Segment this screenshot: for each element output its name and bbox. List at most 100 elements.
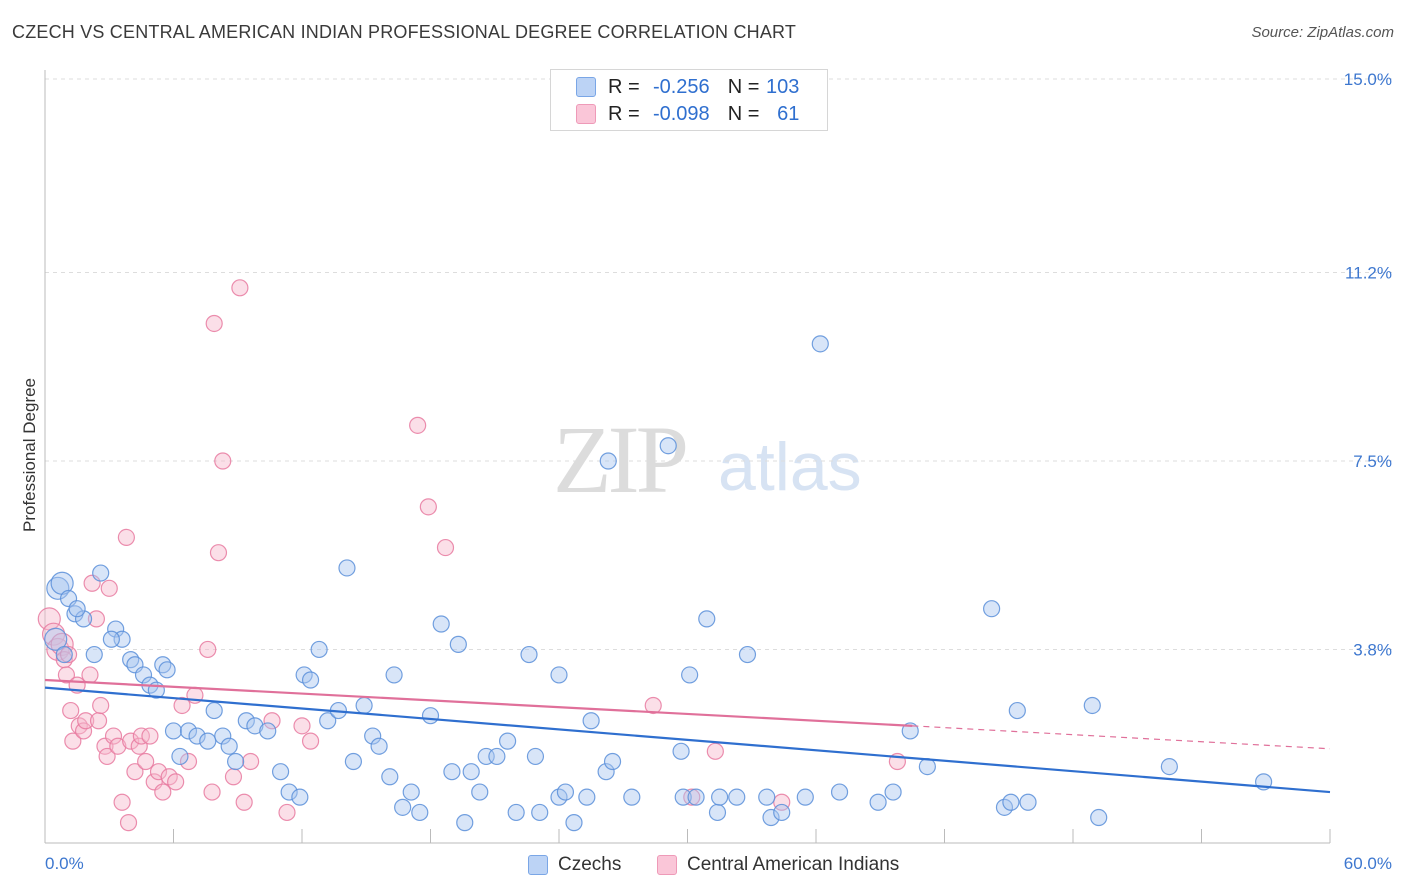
- czechs-point: [550, 666, 568, 684]
- axes: [44, 70, 1330, 844]
- czechs-point: [214, 727, 232, 745]
- czechs-point: [432, 615, 450, 633]
- central-american-indians-point: [119, 814, 138, 832]
- central-american-indians-point: [149, 763, 168, 781]
- czechs-point: [44, 627, 68, 651]
- czechs-point: [301, 671, 320, 689]
- central-american-indians-point: [706, 742, 724, 760]
- central-american-indians-point: [278, 803, 296, 822]
- czechs-point: [394, 798, 412, 816]
- czechs-point: [681, 666, 699, 684]
- legend-r-label: R =: [608, 75, 640, 98]
- czechs-point: [344, 752, 362, 771]
- central-american-indians-point: [419, 498, 437, 516]
- chart-title: CZECH VS CENTRAL AMERICAN INDIAN PROFESS…: [12, 22, 797, 42]
- legend-label-central-american-indians: Central American Indians: [687, 854, 900, 875]
- czechs-point: [402, 783, 420, 801]
- czechs-point: [188, 727, 206, 745]
- czechs-point: [85, 645, 103, 664]
- source-attribution: Source: ZipAtlas.com: [1251, 24, 1394, 41]
- legend-item-central-american-indians: Central American Indians: [657, 851, 899, 879]
- czechs-point: [421, 707, 440, 725]
- central-american-indians-point: [173, 696, 191, 715]
- central-american-indians-point: [87, 610, 106, 628]
- central-american-indians-point: [436, 538, 455, 557]
- czechs-point: [227, 752, 245, 771]
- czechs-point: [205, 701, 223, 720]
- czechs-point: [687, 788, 705, 806]
- central-american-indians-point: [231, 279, 249, 297]
- central-american-indians-point: [130, 737, 148, 755]
- czechs-point: [884, 783, 902, 801]
- czechs-point: [462, 763, 480, 781]
- legend-r-label: R =: [608, 102, 640, 125]
- central-american-indians-point: [141, 727, 159, 745]
- czechs-point: [698, 610, 716, 628]
- czechs-point: [319, 712, 337, 730]
- central-american-indians-point: [199, 640, 217, 659]
- czechs-point: [158, 661, 176, 679]
- central-american-indians-point: [167, 773, 185, 791]
- czechs-point: [983, 600, 1001, 618]
- czechs-point: [603, 752, 622, 771]
- czechs-point: [179, 722, 198, 740]
- central-american-indians-point: [117, 528, 135, 547]
- czechs-point: [259, 722, 277, 740]
- czechs-point: [901, 722, 919, 740]
- czechs-point: [565, 814, 583, 832]
- y-tick-label: 11.2%: [1345, 264, 1392, 283]
- central-american-indians-point: [59, 645, 78, 664]
- legend-swatch-pink: [576, 104, 596, 124]
- legend-n-value: 61: [777, 102, 800, 125]
- x-tick-label: 0.0%: [45, 854, 84, 873]
- x-tick-labels: 0.0% 60.0%: [45, 854, 1392, 873]
- czechs-point: [1002, 793, 1020, 811]
- central-american-indians-point: [235, 793, 253, 811]
- watermark: ZIP atlas: [553, 406, 862, 513]
- central-american-indians-point: [644, 696, 662, 715]
- czechs-point: [623, 788, 641, 806]
- czechs-point: [443, 763, 461, 781]
- legend-swatch-blue: [576, 77, 596, 97]
- czechs-point: [578, 788, 596, 806]
- czechs-point: [381, 768, 399, 786]
- czechs-point: [526, 747, 545, 766]
- y-tick-labels: 3.8% 7.5% 11.2% 15.0%: [1344, 70, 1392, 659]
- czechs-point: [672, 742, 690, 760]
- central-american-indians-point: [409, 416, 427, 434]
- czechs-trend-line: [44, 686, 1331, 794]
- central-american-indians-point: [100, 579, 118, 597]
- czechs-point: [134, 666, 153, 684]
- legend-item-czechs: Czechs: [528, 851, 621, 879]
- legend-label-czechs: Czechs: [558, 854, 622, 875]
- central-american-indians-point: [179, 752, 198, 771]
- data-points: [37, 279, 1273, 832]
- czechs-point: [68, 600, 86, 618]
- central-american-indians-point: [62, 701, 80, 720]
- czechs-point: [55, 645, 73, 664]
- czechs-point: [597, 763, 615, 781]
- czechs-point: [556, 783, 575, 801]
- czechs-point: [599, 452, 617, 470]
- central-american-indians-point: [74, 722, 93, 740]
- grid-lines: [45, 78, 1392, 650]
- central-american-indians-point: [109, 737, 127, 755]
- central-american-indians-point: [104, 727, 123, 745]
- central-american-indians-point: [126, 763, 144, 781]
- x-tick-label: 60.0%: [1344, 854, 1392, 873]
- czechs-point: [271, 763, 290, 781]
- central-american-indians-point: [205, 314, 223, 333]
- czechs-point: [520, 645, 538, 664]
- czechs-point: [280, 783, 298, 801]
- czechs-point: [659, 437, 677, 455]
- central-american-indians-point: [203, 783, 221, 801]
- czechs-point: [164, 722, 183, 740]
- legend-r-value: -0.098: [652, 102, 710, 125]
- czechs-point: [199, 732, 217, 750]
- central-american-indians-point: [98, 747, 116, 766]
- central-american-indians-point: [214, 452, 232, 470]
- czechs-point: [310, 640, 328, 659]
- central-american-indians-point: [113, 793, 131, 811]
- y-tick-label: 7.5%: [1353, 452, 1392, 471]
- czechs-point: [811, 335, 829, 353]
